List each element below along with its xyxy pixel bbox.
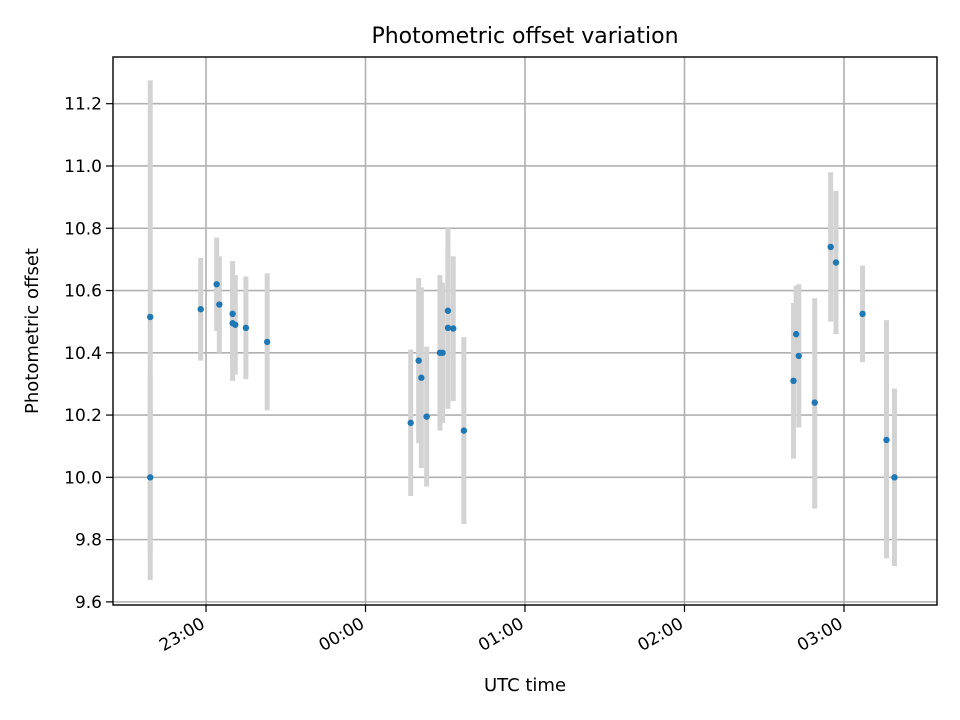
data-point — [423, 413, 430, 420]
data-point — [792, 330, 800, 338]
data-point — [216, 301, 223, 308]
y-tick-label: 9.8 — [75, 531, 102, 551]
data-point — [790, 377, 797, 385]
data-point — [147, 313, 154, 321]
data-point — [444, 307, 452, 314]
chart-title: Photometric offset variation — [371, 24, 678, 49]
data-point — [883, 436, 890, 444]
data-point — [418, 374, 425, 381]
data-point — [460, 427, 468, 434]
y-tick-label: 10.8 — [64, 219, 102, 239]
grid-lines — [113, 57, 937, 605]
data-point — [450, 325, 457, 332]
y-tick-label: 10.2 — [64, 406, 102, 426]
data-point — [197, 306, 204, 313]
data-point — [832, 259, 840, 266]
x-tick-label: 01:00 — [475, 614, 527, 656]
data-point — [147, 474, 154, 481]
x-tick-label: 00:00 — [316, 614, 368, 656]
data-point — [811, 399, 818, 406]
data-point — [444, 324, 452, 332]
data-point — [263, 338, 271, 346]
data-point — [415, 357, 422, 364]
y-axis-label: Photometric offset — [22, 248, 43, 414]
y-tick-label: 11.0 — [64, 157, 102, 177]
error-bars — [147, 80, 897, 581]
data-point — [232, 321, 239, 328]
data-point — [891, 474, 898, 481]
y-tick-label: 10.6 — [64, 282, 102, 302]
data-point — [407, 419, 414, 427]
data-point — [213, 281, 220, 288]
y-tick-label: 10.0 — [64, 468, 102, 488]
y-tick-label: 9.6 — [75, 593, 102, 613]
data-point — [242, 324, 250, 332]
data-points — [147, 243, 898, 481]
y-tick-label: 11.2 — [64, 95, 102, 115]
x-tick-label: 23:00 — [156, 614, 208, 656]
data-point — [827, 243, 834, 251]
y-tick-label: 10.4 — [64, 344, 102, 364]
x-tick-label: 03:00 — [794, 614, 846, 656]
data-point — [795, 352, 802, 360]
data-point — [229, 310, 236, 318]
x-tick-label: 02:00 — [635, 614, 687, 656]
data-point — [439, 349, 446, 356]
x-axis-label: UTC time — [484, 675, 566, 696]
data-point — [859, 310, 866, 318]
